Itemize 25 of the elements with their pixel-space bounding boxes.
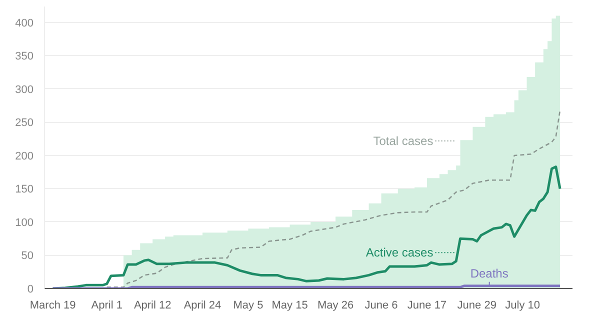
annotation: Total cases xyxy=(373,134,434,148)
x-tick-label: May 26 xyxy=(317,300,354,312)
x-tick-label: June 17 xyxy=(407,300,447,312)
x-tick-label: March 19 xyxy=(30,300,76,312)
x-tick-label: June 6 xyxy=(364,300,398,312)
line-series xyxy=(52,166,562,288)
annotation: Deaths xyxy=(470,266,508,281)
y-tick-label: 350 xyxy=(15,50,34,63)
y-tick-label: 250 xyxy=(15,117,34,130)
y-tick-label: 200 xyxy=(15,150,34,162)
x-tick-label: May 5 xyxy=(233,300,264,312)
x-tick-label: April 24 xyxy=(184,300,222,312)
y-tick-label: 150 xyxy=(15,184,34,196)
x-tick-label: April 12 xyxy=(134,300,172,312)
line-series xyxy=(106,110,561,288)
x-tick-label: April 1 xyxy=(91,300,122,312)
y-tick-label: 300 xyxy=(15,84,34,96)
y-tick-label: 100 xyxy=(15,216,34,229)
y-tick-label: 400 xyxy=(15,17,34,30)
x-tick-label: June 29 xyxy=(457,300,496,312)
y-tick-label: 0 xyxy=(27,284,34,296)
x-tick-label: July 10 xyxy=(505,300,540,312)
x-tick-label: May 15 xyxy=(272,300,308,312)
annotation: Active cases xyxy=(366,246,434,260)
y-tick-label: 50 xyxy=(21,250,34,262)
